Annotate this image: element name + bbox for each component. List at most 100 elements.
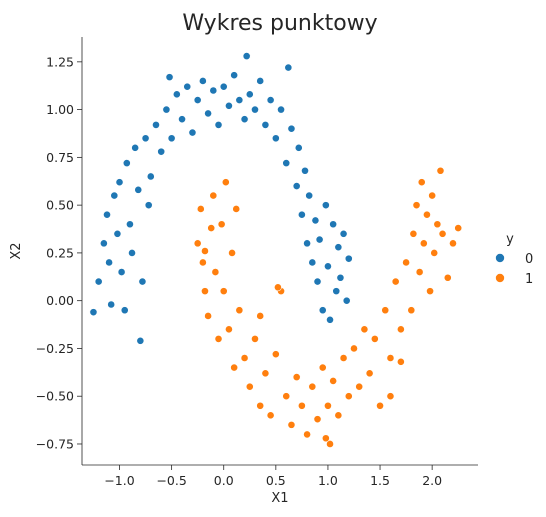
chart-title: Wykres punktowy [182,11,377,36]
scatter-point-series-0 [167,134,176,143]
scatter-point-series-1 [438,229,447,238]
scatter-point-series-1 [376,401,384,410]
scatter-point-series-0 [336,273,345,282]
scatter-point-series-0 [178,115,186,124]
scatter-point-series-1 [211,268,220,276]
scatter-point-series-0 [311,216,320,225]
scatter-point-series-0 [144,201,153,210]
scatter-point-series-0 [324,262,332,271]
scatter-point-series-1 [228,249,236,257]
scatter-point-series-0 [128,249,136,257]
scatter-point-series-0 [152,120,160,129]
scatter-point-series-1 [449,239,457,248]
scatter-point-series-1 [417,178,426,187]
scatter-point-series-1 [292,373,301,382]
scatter-point-series-1 [329,377,338,385]
scatter-point-series-1 [193,239,202,248]
scatter-point-series-1 [235,306,244,315]
scatter-point-series-0 [162,105,171,114]
scatter-point-series-1 [221,178,230,187]
scatter-point-series-0 [266,96,275,104]
scatter-point-series-0 [287,124,296,133]
scatter-point-series-1 [207,224,216,232]
scatter-point-series-0 [120,306,129,315]
scatter-point-series-0 [230,71,239,80]
scatter-point-series-0 [172,90,181,99]
scatter-point-series-1 [386,354,395,362]
scatter-point-series-0 [282,159,291,168]
scatter-point-series-0 [204,109,212,118]
scatter-point-series-0 [292,182,301,190]
x-axis-label: X1 [271,491,288,506]
scatter-point-series-0 [334,243,343,252]
scatter-point-series-1 [419,239,428,248]
scatter-point-series-0 [339,229,348,238]
scatter-point-series-0 [242,52,251,61]
scatter-point-series-0 [136,336,145,345]
scatter-point-series-0 [198,77,207,85]
scatter-point-series-0 [209,86,218,95]
scatter-point-series-0 [165,73,174,82]
scatter-point-series-1 [261,369,270,378]
scatter-point-series-1 [326,440,334,448]
scatter-point-series-1 [313,415,322,424]
scatter-point-series-1 [423,210,431,219]
scatter-point-series-1 [391,277,400,286]
scatter-point-series-1 [308,382,317,391]
scatter-point-series-0 [110,191,119,200]
scatter-point-series-1 [303,430,311,439]
x-axis-ticks: −1.0 −0.5 0.0 0.5 1.0 1.5 2.0 [104,465,442,488]
scatter-point-series-1 [407,306,416,315]
scatter-point-series-1 [430,249,439,257]
scatter-point-series-1 [297,401,306,410]
x-tick-label: 1.0 [318,473,338,488]
scatter-point-series-0 [122,159,131,168]
scatter-point-series-1 [433,220,442,229]
scatter-point-series-0 [141,134,150,143]
legend-marker-0 [495,253,505,263]
scatter-point-series-0 [103,210,111,219]
legend-title: y [506,232,514,247]
y-tick-label: −0.25 [36,341,74,356]
scatter-point-series-0 [126,220,134,229]
scatter-point-series-1 [232,205,241,213]
scatter-point-series-1 [271,350,280,359]
scatter-point-series-0 [193,96,202,104]
scatter-point-series-0 [115,178,124,187]
scatter-point-series-0 [245,90,254,99]
scatter-point-series-0 [256,77,265,85]
y-tick-label: 0.25 [46,245,74,260]
scatter-point-series-1 [321,434,330,443]
scatter-point-series-1 [256,401,265,410]
scatter-point-series-0 [134,185,143,194]
scatter-point-series-0 [105,258,113,267]
scatter-point-series-1 [350,344,358,353]
scatter-point-series-1 [251,334,259,343]
scatter-point-series-0 [219,82,228,91]
legend-label-1: 1 [525,272,533,287]
scatter-point-series-1 [198,258,207,267]
scatter-point-series-1 [266,411,275,420]
x-tick-label: −0.5 [156,473,186,488]
scatter-point-series-1 [365,369,374,378]
scatter-point-series-1 [428,191,437,200]
scatter-point-series-0 [315,235,324,244]
scatter-point-series-0 [107,300,116,309]
scatter-point-series-0 [321,201,330,210]
x-tick-label: 0.5 [266,473,286,488]
scatter-point-series-1 [339,354,348,362]
scatter-point-series-1 [396,357,405,366]
scatter-point-series-0 [326,315,334,324]
scatter-point-series-1 [240,354,249,362]
scatter-point-series-1 [225,325,233,334]
scatter-point-series-1 [209,191,218,200]
legend-label-0: 0 [525,252,533,267]
scatter-point-series-1 [245,382,254,391]
x-tick-label: −1.0 [104,473,134,488]
y-tick-label: 0.00 [46,293,74,308]
scatter-point-series-0 [113,229,122,238]
scatter-point-series-0 [305,191,314,200]
scatter-point-series-1 [274,283,282,292]
scatter-point-series-1 [443,273,452,282]
scatter-point-series-1 [214,334,223,343]
